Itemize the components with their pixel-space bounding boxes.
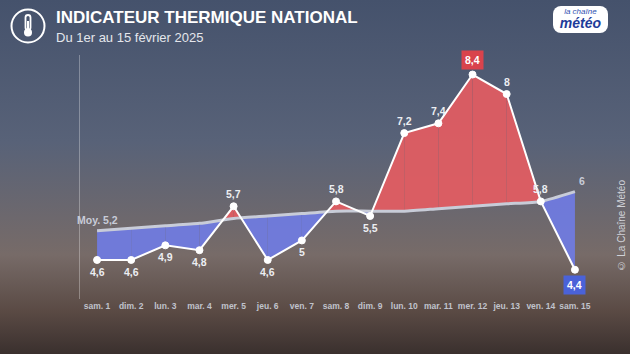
html-text:météo: météo [559,15,601,31]
svg-text:4,8: 4,8 [192,256,207,268]
html-text:Du 1er au 15 février 2025: Du 1er au 15 février 2025 [56,30,204,45]
svg-text:7,4: 7,4 [431,105,446,117]
svg-text:sam. 1: sam. 1 [84,301,111,311]
svg-text:dim. 2: dim. 2 [119,301,144,311]
svg-text:dim. 9: dim. 9 [358,301,383,311]
svg-text:lun. 3: lun. 3 [154,301,176,311]
svg-text:sam. 8: sam. 8 [323,301,350,311]
svg-text:4,6: 4,6 [124,266,139,278]
svg-text:8,4: 8,4 [465,54,480,66]
svg-text:ven. 7: ven. 7 [290,301,314,311]
svg-text:4,9: 4,9 [158,251,173,263]
svg-text:5,7: 5,7 [226,188,241,200]
svg-text:mar. 11: mar. 11 [424,301,453,311]
svg-text:4,4: 4,4 [567,279,582,291]
html-text:© La Chaîne Météo: © La Chaîne Météo [616,180,627,271]
svg-text:5,5: 5,5 [363,222,378,234]
svg-text:4,6: 4,6 [90,266,105,278]
svg-text:jeu. 6: jeu. 6 [256,301,279,311]
svg-text:4,6: 4,6 [260,266,275,278]
svg-text:7,2: 7,2 [397,115,412,127]
svg-text:mer. 12: mer. 12 [458,301,488,311]
svg-text:sam. 15: sam. 15 [559,301,590,311]
svg-text:5,8: 5,8 [533,183,548,195]
svg-text:5,8: 5,8 [329,183,344,195]
html-text:la chaîne: la chaîne [564,7,597,16]
svg-text:Moy. 5,2: Moy. 5,2 [77,214,118,226]
svg-text:lun. 10: lun. 10 [391,301,418,311]
svg-text:jeu. 13: jeu. 13 [492,301,520,311]
svg-text:6: 6 [579,175,585,187]
svg-text:mer. 5: mer. 5 [221,301,246,311]
svg-text:ven. 14: ven. 14 [526,301,555,311]
svg-text:5: 5 [299,246,305,258]
svg-text:8: 8 [504,76,510,88]
svg-text:mar. 4: mar. 4 [187,301,212,311]
html-text:INDICATEUR THERMIQUE NATIONAL: INDICATEUR THERMIQUE NATIONAL [56,8,358,27]
